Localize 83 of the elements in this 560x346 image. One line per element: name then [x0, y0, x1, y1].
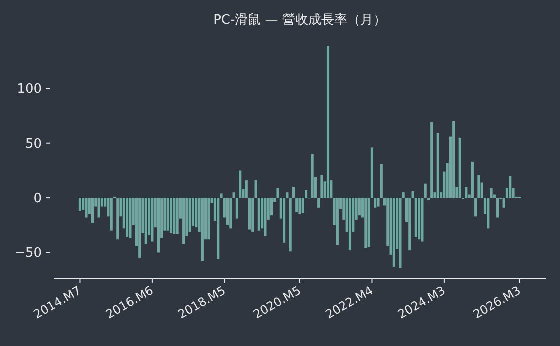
bar — [490, 188, 493, 198]
bar — [458, 138, 462, 198]
bar — [298, 198, 302, 214]
bar — [368, 198, 370, 248]
bar — [320, 175, 324, 198]
bar — [195, 198, 198, 228]
bar — [170, 198, 173, 234]
bar — [402, 192, 405, 198]
chart-title: PC-滑鼠 — 營收成長率（月） — [214, 12, 386, 28]
bar — [364, 198, 368, 248]
y-tick-label: 50 — [25, 136, 42, 152]
bar — [421, 198, 424, 242]
bar — [151, 198, 154, 242]
bar — [408, 198, 412, 251]
bar — [226, 198, 230, 226]
bar — [173, 198, 176, 234]
bar — [311, 154, 314, 198]
bar — [144, 198, 148, 244]
bar — [496, 198, 500, 218]
bar — [412, 191, 414, 198]
bar — [276, 188, 280, 198]
bar — [138, 198, 142, 258]
bar — [399, 198, 402, 268]
bar — [283, 198, 286, 243]
bar — [236, 198, 238, 219]
bar — [270, 198, 274, 216]
bar — [452, 121, 456, 198]
bar — [502, 198, 506, 208]
bar — [377, 198, 380, 207]
bar — [98, 198, 100, 218]
bar — [471, 162, 474, 198]
bar — [264, 198, 267, 236]
bar — [326, 46, 330, 198]
bar — [289, 198, 292, 252]
bar — [208, 198, 210, 240]
bar — [217, 198, 220, 260]
bar — [85, 198, 88, 218]
bar — [296, 198, 298, 212]
bar — [424, 184, 427, 198]
bar — [358, 198, 361, 216]
bar — [370, 148, 374, 198]
bar — [286, 192, 289, 198]
bar — [392, 198, 396, 267]
bar — [254, 180, 258, 198]
bar — [509, 176, 512, 198]
bar — [374, 198, 377, 208]
bar — [292, 187, 296, 198]
bar — [430, 122, 434, 198]
bar — [318, 198, 320, 208]
bar — [465, 187, 468, 198]
bar — [304, 190, 308, 198]
bar — [201, 198, 204, 262]
y-tick-label: 100 — [17, 82, 42, 98]
bar — [157, 198, 160, 253]
bar — [436, 134, 440, 198]
bar — [258, 198, 260, 231]
bar — [116, 198, 120, 240]
bar — [248, 198, 252, 230]
bar — [239, 170, 242, 198]
bar — [91, 198, 94, 224]
bar — [380, 164, 383, 198]
y-tick-label: −50 — [14, 246, 42, 262]
bar — [302, 198, 304, 214]
bar — [414, 198, 418, 238]
bar — [176, 198, 179, 234]
bar — [110, 198, 113, 231]
bar — [129, 198, 132, 239]
bar — [348, 198, 352, 251]
bar — [182, 198, 186, 244]
bar — [245, 180, 248, 198]
y-tick-label: 0 — [34, 192, 42, 207]
bar — [474, 198, 478, 217]
bar — [487, 198, 490, 229]
bar — [166, 198, 170, 231]
bar — [230, 198, 232, 229]
bar — [126, 198, 129, 238]
bar — [220, 194, 223, 198]
bar — [232, 192, 236, 198]
bar — [418, 198, 421, 240]
bar — [252, 198, 254, 232]
bar — [336, 198, 339, 246]
bar — [478, 175, 480, 198]
bar — [78, 198, 82, 212]
